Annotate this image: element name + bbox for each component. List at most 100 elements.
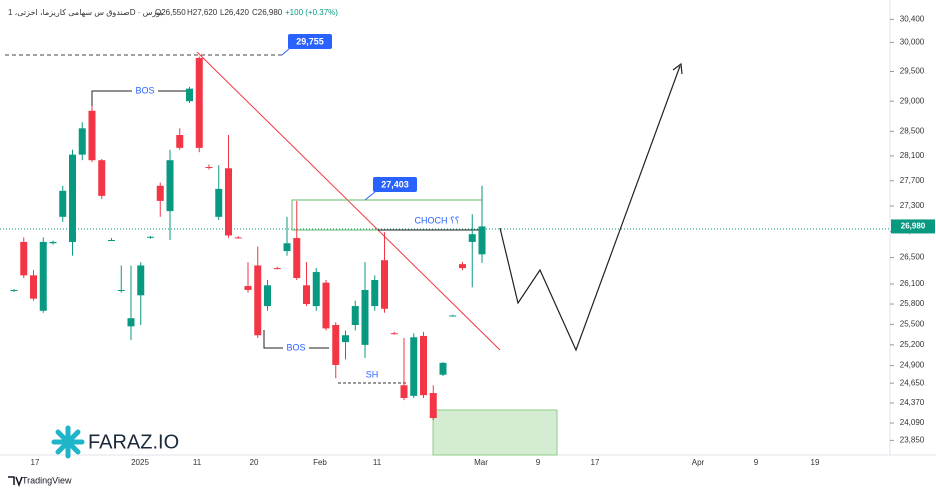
x-tick-label: 11 [373,458,382,467]
candle-body [322,282,330,329]
projection-arrow [672,62,683,75]
candle-body [478,226,486,255]
y-tick-label: 25,500 [900,319,925,328]
x-tick-label: 11 [193,458,202,467]
x-tick-label: 9 [754,458,759,467]
candle-body [30,275,37,299]
candle-body [371,279,379,307]
candle-body [108,240,115,242]
candle-body [156,185,164,201]
ohlc-high: H27,620 [187,8,218,17]
candle-body [59,190,67,217]
trend-line [196,51,501,351]
box-label: 27,403 [381,179,409,189]
ohlc-open: O26,550 [155,8,186,17]
candle-body [332,325,340,365]
candle-body [10,289,18,291]
y-tick-label: 27,700 [900,176,925,185]
label-pointer [281,47,291,56]
y-tick-label: 29,000 [900,96,925,105]
logo-icon [51,425,85,459]
bos-label: BOS [286,342,305,352]
y-tick-label: 24,900 [900,361,925,370]
sh-label: SH [366,369,379,379]
x-tick-label: 17 [31,458,40,467]
last-price-label: 26,980 [901,222,926,231]
candle-body [351,306,359,326]
candle-body [400,385,408,398]
ohlc-close: C26,980 [252,8,283,17]
candle-body [381,260,388,309]
candle-body [303,285,310,305]
candle-body [244,285,252,290]
candle-body [410,337,418,396]
x-tick-label: 2025 [131,458,149,467]
bos-label: BOS [135,85,154,95]
candle-body [176,135,184,148]
footer: TradingView [22,475,72,485]
label-bg [132,85,158,97]
candle-body [39,241,47,311]
x-tick-label: 9 [536,458,541,467]
candle-body [147,236,154,238]
label-pointer [364,191,376,201]
candle-body [283,243,291,252]
label-box [288,34,332,49]
candle-body [117,289,125,291]
candle-body [234,237,242,239]
x-tick-label: Apr [692,458,705,467]
candle-body [459,264,466,269]
candle-body [342,335,349,343]
candle-body [166,160,174,212]
choch-label: CHOCH ؟؟ [414,215,459,225]
candle-body [186,88,193,102]
logo: FARAZ.IO [51,425,179,459]
candle-body [468,234,476,242]
candle-body [390,333,398,335]
x-tick-label: 20 [250,458,259,467]
y-tick-label: 28,100 [900,151,925,160]
candle-body [195,58,203,148]
last-price-tag [891,219,935,234]
y-tick-label: 26,100 [900,279,925,288]
symbol: صندوق س سهامی کاریزما، اخزتی، 1D · بورس [8,8,163,17]
candle-body [312,272,320,307]
candle-body [429,393,437,418]
y-tick-label: 30,400 [900,14,925,23]
ohlc-low: L26,420 [220,8,249,17]
y-tick-label: 26,500 [900,253,925,262]
candle-body [254,265,262,336]
candle-body [205,167,213,169]
y-tick-label: 24,090 [900,418,925,427]
candle-body [78,128,86,155]
candle-body [137,265,145,296]
demand-zone [432,409,558,456]
y-tick-label: 30,000 [900,37,925,46]
ohlc: O26,550 H27,620 L26,420 C26,980 +100 (+0… [155,8,338,17]
y-tick-label: 29,500 [900,67,925,76]
candle-body [127,318,135,327]
candle-body [88,110,96,161]
label-box [373,177,417,192]
candle-body [273,268,281,270]
candle-body [361,289,369,345]
y-tick-label: 24,370 [900,398,925,407]
label-bg [283,342,309,354]
candle-body [264,285,271,307]
candle-body [420,335,427,396]
candle-body [69,154,76,242]
y-tick-label: 25,200 [900,340,925,349]
y-tick-label: 27,300 [900,201,925,210]
candle-body [293,238,301,279]
logo-text: FARAZ.IO [88,431,179,453]
footer-icon [8,476,23,488]
x-tick-label: 17 [591,458,600,467]
candle-body [439,362,447,375]
candle-body [98,160,106,196]
x-tick-label: Feb [313,458,327,467]
candle-body [49,241,57,244]
candle-body [225,168,232,236]
x-tick-label: 19 [811,458,820,467]
y-tick-label: 25,800 [900,299,925,308]
